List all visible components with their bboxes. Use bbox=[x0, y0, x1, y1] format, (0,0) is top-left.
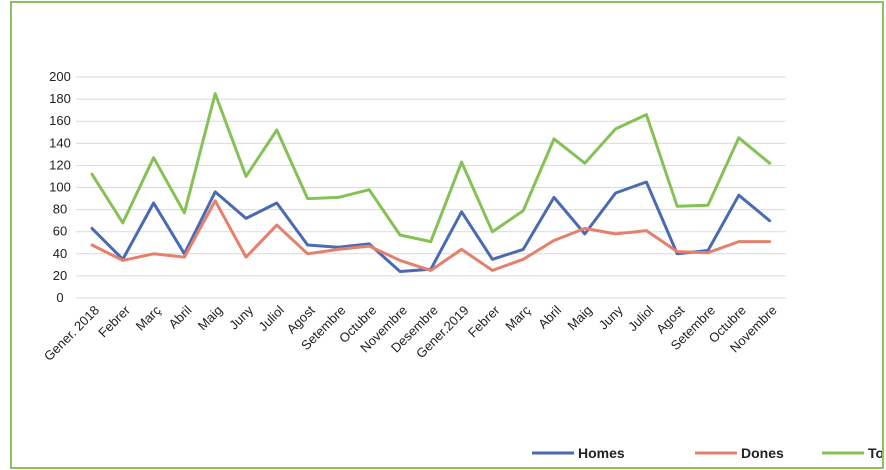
x-tick-label: Juliol bbox=[255, 302, 287, 334]
x-tick-label: Juny bbox=[596, 302, 626, 332]
series-line-homes bbox=[90, 180, 772, 273]
legend-label-homes: Homes bbox=[578, 445, 625, 461]
x-tick-label: Gener. 2018 bbox=[41, 303, 102, 364]
y-tick-label: 0 bbox=[56, 290, 63, 305]
legend: Homes Dones Total bbox=[532, 445, 882, 461]
x-tick-label: Juny bbox=[226, 302, 256, 332]
series-line-dones bbox=[90, 199, 772, 272]
x-tick-label: Febrer bbox=[95, 302, 133, 340]
y-tick-label: 160 bbox=[49, 113, 71, 128]
y-tick-label: 200 bbox=[49, 69, 71, 84]
legend-label-dones: Dones bbox=[741, 445, 784, 461]
x-tick-label: Març bbox=[502, 302, 533, 333]
x-tick-label: Abril bbox=[166, 302, 195, 331]
legend-label-total: Total bbox=[868, 445, 882, 461]
gridlines bbox=[76, 76, 786, 299]
y-tick-label: 180 bbox=[49, 91, 71, 106]
series-lines bbox=[90, 92, 772, 273]
x-tick-label: Abril bbox=[535, 302, 564, 331]
series-line-total bbox=[90, 92, 772, 244]
x-tick-label: Maig bbox=[564, 303, 595, 334]
y-tick-label: 60 bbox=[53, 224, 67, 239]
y-tick-label: 80 bbox=[53, 202, 67, 217]
y-tick-label: 140 bbox=[49, 135, 71, 150]
x-tick-label: Juliol bbox=[625, 302, 657, 334]
y-axis-ticks: 0 20 40 60 80 100 120 140 160 180 200 bbox=[49, 69, 71, 305]
y-tick-label: 40 bbox=[53, 246, 67, 261]
y-tick-label: 20 bbox=[53, 268, 67, 283]
x-tick-label: Març bbox=[133, 302, 164, 333]
chart-frame: 0 20 40 60 80 100 120 140 160 180 200 Gener. 2018 F… bbox=[10, 1, 884, 469]
y-tick-label: 120 bbox=[49, 157, 71, 172]
y-tick-label: 100 bbox=[49, 180, 71, 195]
x-tick-label: Maig bbox=[195, 303, 226, 334]
x-tick-label: Febrer bbox=[465, 302, 503, 340]
